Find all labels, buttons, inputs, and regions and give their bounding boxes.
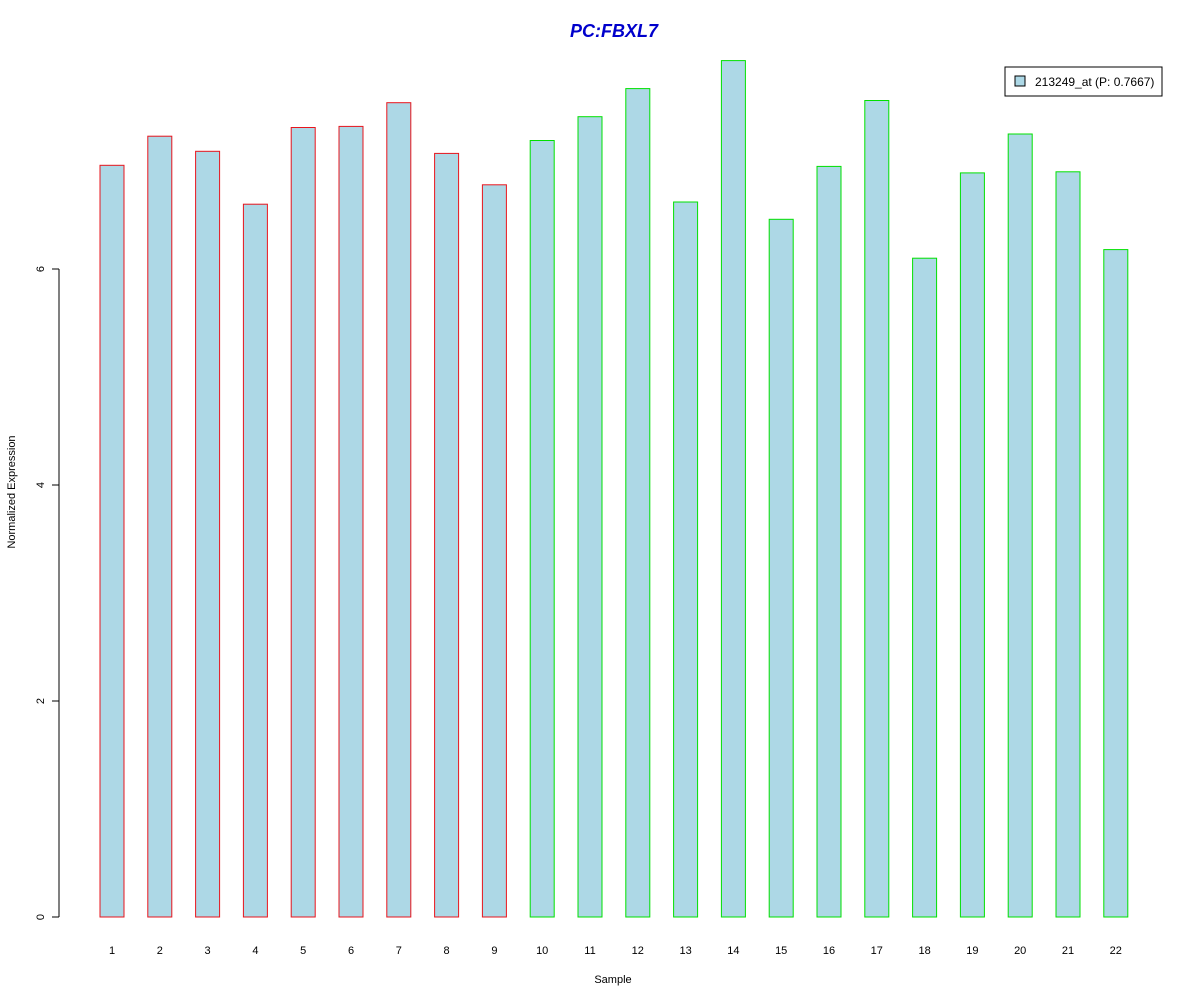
bar-sample-15	[768, 218, 794, 918]
bar-sample-12	[625, 88, 651, 918]
bar-sample-14	[720, 60, 746, 918]
bar-sample-17	[864, 100, 890, 918]
x-tick-label: 9	[491, 945, 497, 957]
x-tick-label: 13	[679, 945, 691, 957]
bar-sample-11	[577, 116, 603, 918]
x-tick-label: 18	[918, 945, 930, 957]
x-tick-label: 8	[444, 945, 450, 957]
x-tick-label: 15	[775, 945, 787, 957]
x-tick-label: 17	[871, 945, 883, 957]
bar-sample-9	[481, 184, 507, 918]
x-axis-label: Sample	[594, 974, 631, 986]
legend-swatch	[1014, 75, 1026, 87]
x-tick-label: 10	[536, 945, 548, 957]
y-tick-label: 6	[35, 266, 47, 272]
bar-sample-19	[959, 172, 985, 918]
bar-sample-16	[816, 165, 842, 918]
bar-sample-8	[434, 152, 460, 918]
y-axis-label: Normalized Expression	[6, 435, 18, 548]
x-tick-label: 14	[727, 945, 739, 957]
bar-sample-2	[147, 135, 173, 918]
x-tick-label: 4	[252, 945, 258, 957]
y-tick-label: 4	[35, 482, 47, 488]
x-tick-label: 12	[632, 945, 644, 957]
bar-sample-13	[673, 201, 699, 918]
x-tick-label: 7	[396, 945, 402, 957]
bar-sample-22	[1103, 249, 1129, 918]
bars-group	[99, 60, 1129, 918]
bar-sample-4	[242, 203, 268, 918]
bar-sample-21	[1055, 171, 1081, 918]
x-tick-label: 20	[1014, 945, 1026, 957]
bar-sample-20	[1007, 133, 1033, 918]
bar-sample-10	[529, 140, 555, 918]
x-tick-label: 19	[966, 945, 978, 957]
legend: 213249_at (P: 0.7667)	[1004, 66, 1163, 97]
x-tick-label: 16	[823, 945, 835, 957]
x-tick-label: 21	[1062, 945, 1074, 957]
legend-label: 213249_at (P: 0.7667)	[1035, 75, 1154, 89]
x-tick-label: 2	[157, 945, 163, 957]
x-tick-label: 1	[109, 945, 115, 957]
legend-box	[1004, 66, 1163, 97]
x-tick-label: 6	[348, 945, 354, 957]
y-axis: 0 2 4 6	[35, 266, 60, 920]
bar-sample-5	[290, 127, 316, 918]
x-tick-label: 11	[584, 945, 595, 957]
x-tick-label: 5	[300, 945, 306, 957]
x-tick-label: 22	[1110, 945, 1122, 957]
bar-sample-1	[99, 164, 125, 918]
y-tick-label: 0	[35, 914, 47, 920]
bar-sample-3	[195, 150, 221, 918]
bar-sample-7	[386, 102, 412, 918]
y-tick-label: 2	[35, 698, 47, 704]
bar-sample-6	[338, 125, 364, 918]
chart-title: PC:FBXL7	[570, 21, 659, 41]
x-tick-labels: 1 2 3 4 5 6 7 8 9 10 11 12 13 14 15 16 17 18 19 20 21 22	[109, 945, 1122, 957]
bar-sample-18	[912, 257, 938, 918]
x-tick-label: 3	[205, 945, 211, 957]
